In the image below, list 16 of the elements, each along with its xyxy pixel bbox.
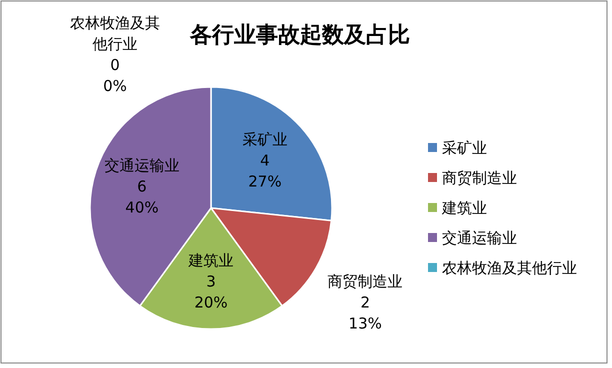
data-label: 2 13% bbox=[348, 294, 382, 333]
legend-label: 农林牧渔及其他行业 bbox=[442, 259, 577, 277]
slice-label: 商贸制造业 bbox=[328, 272, 403, 291]
category-label: 农林牧渔及其他行业 bbox=[70, 14, 160, 53]
legend-label: 商贸制造业 bbox=[442, 169, 517, 187]
data-label: 6 40% bbox=[125, 178, 159, 217]
slice-label: 交通运输业 bbox=[104, 156, 180, 175]
data-label: 4 27% bbox=[248, 151, 282, 190]
legend-label: 交通运输业 bbox=[442, 229, 517, 247]
data-label: 3 20% bbox=[194, 272, 228, 312]
legend-label: 采矿业 bbox=[442, 139, 487, 157]
chart-title: 各行业事故起数及占比 bbox=[189, 23, 410, 48]
text: 0 0% bbox=[103, 56, 127, 95]
slice-label: 建筑业 bbox=[188, 252, 234, 270]
slice-label: 采矿业 bbox=[242, 130, 288, 148]
legend-label: 建筑业 bbox=[441, 199, 487, 217]
